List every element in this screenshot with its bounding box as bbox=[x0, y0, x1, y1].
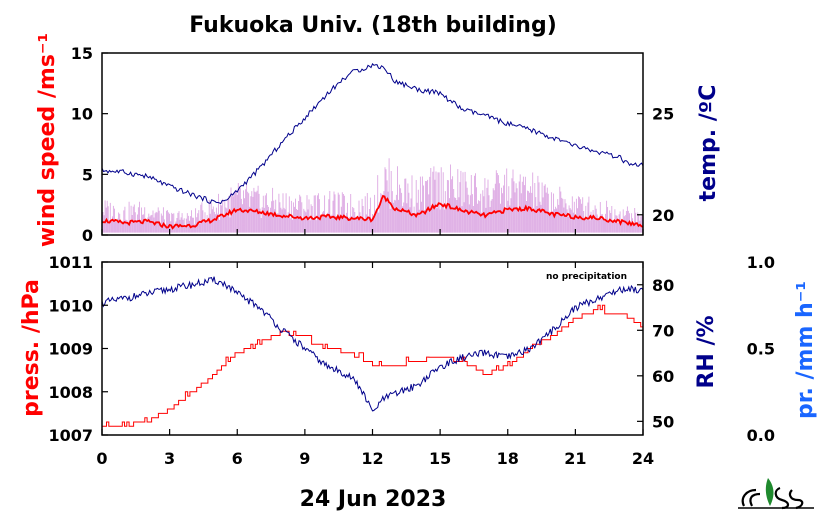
x-tick-label: 6 bbox=[232, 449, 243, 468]
precip-tick-label: 1.0 bbox=[747, 253, 775, 272]
date-label: 24 Jun 2023 bbox=[300, 487, 447, 512]
wind-gust-series bbox=[101, 158, 644, 233]
wind-speed-tick-label: 15 bbox=[71, 44, 93, 63]
pressure-tick-label: 1011 bbox=[48, 253, 93, 272]
rh-tick-label: 80 bbox=[652, 276, 674, 295]
precip-tick-label: 0.5 bbox=[747, 340, 775, 359]
relative-humidity-series bbox=[101, 276, 644, 412]
temperature-tick-label: 25 bbox=[652, 105, 674, 124]
lower-panel-series bbox=[101, 276, 644, 427]
x-tick-label: 18 bbox=[497, 449, 519, 468]
temperature-series bbox=[101, 63, 644, 205]
pressure-tick-label: 1010 bbox=[48, 296, 93, 315]
lab-logo-icon bbox=[738, 478, 814, 510]
precipitation-note: no precipitation bbox=[546, 272, 627, 282]
x-tick-label: 24 bbox=[632, 449, 654, 468]
axis-ticks: 0 3 6 9 12 15 18 21 24 0 5 10 15 20 25 1007 1008 1009 1010… bbox=[48, 44, 775, 468]
pressure-axis-label: press. /hPa bbox=[19, 279, 44, 417]
rh-axis-label: RH /% bbox=[694, 315, 719, 388]
precip-axis-label: pr. /mm h⁻¹ bbox=[793, 281, 818, 419]
wind-speed-axis-label: wind speed /ms⁻¹ bbox=[35, 33, 60, 247]
rh-tick-label: 60 bbox=[652, 367, 674, 386]
x-tick-label: 9 bbox=[299, 449, 310, 468]
wind-speed-series bbox=[101, 194, 644, 230]
temperature-tick-label: 20 bbox=[652, 206, 674, 225]
upper-panel-series bbox=[101, 63, 644, 233]
pressure-tick-label: 1009 bbox=[48, 340, 93, 359]
x-tick-label: 21 bbox=[564, 449, 586, 468]
rh-tick-label: 70 bbox=[652, 321, 674, 340]
lower-panel-frame bbox=[101, 261, 644, 436]
wind-speed-tick-label: 10 bbox=[71, 105, 93, 124]
chart-title: Fukuoka Univ. (18th building) bbox=[189, 13, 557, 38]
pressure-tick-label: 1008 bbox=[48, 383, 93, 402]
wind-speed-tick-label: 5 bbox=[82, 165, 93, 184]
rh-tick-label: 50 bbox=[652, 412, 674, 431]
temperature-axis-label: temp. /ºC bbox=[696, 85, 721, 202]
pressure-series bbox=[102, 304, 643, 427]
precip-tick-label: 0.0 bbox=[747, 426, 775, 445]
x-tick-label: 12 bbox=[361, 449, 383, 468]
x-tick-label: 15 bbox=[429, 449, 451, 468]
x-tick-label: 0 bbox=[96, 449, 107, 468]
pressure-tick-label: 1007 bbox=[48, 426, 93, 445]
x-tick-label: 3 bbox=[164, 449, 175, 468]
wind-speed-tick-label: 0 bbox=[82, 226, 93, 245]
